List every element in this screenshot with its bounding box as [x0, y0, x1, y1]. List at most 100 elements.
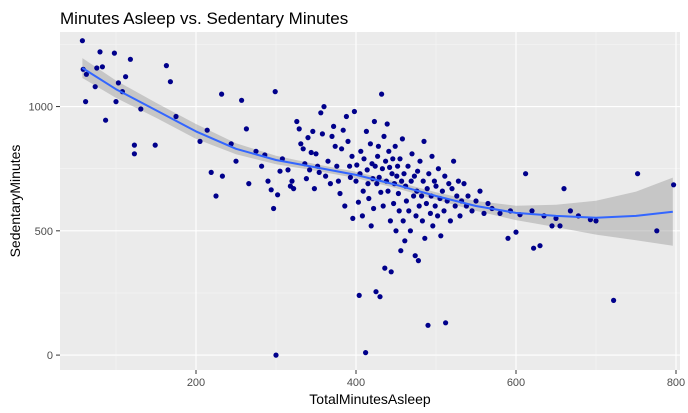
data-point	[291, 186, 297, 192]
smooth-trend-line	[81, 67, 673, 219]
data-point	[469, 208, 475, 214]
major-gridlines	[60, 32, 680, 370]
data-point	[419, 193, 425, 199]
data-point	[365, 181, 371, 187]
data-point	[371, 205, 377, 212]
data-point	[268, 187, 274, 193]
data-point	[349, 153, 355, 159]
y-tick-label: 0	[47, 350, 53, 362]
data-point	[233, 158, 239, 164]
data-point	[273, 352, 279, 358]
data-point	[427, 210, 433, 216]
data-point	[389, 171, 395, 177]
data-point	[429, 153, 435, 159]
data-point	[294, 118, 300, 125]
data-point	[635, 171, 641, 177]
data-point	[449, 186, 455, 192]
data-point	[331, 123, 337, 129]
data-point	[395, 163, 401, 169]
data-point	[374, 181, 380, 187]
data-point	[447, 218, 453, 224]
data-point	[339, 146, 345, 152]
data-point	[513, 229, 519, 235]
data-point	[350, 215, 356, 221]
data-point	[441, 208, 447, 214]
data-point	[368, 223, 374, 229]
data-point	[123, 74, 129, 80]
data-point	[372, 163, 378, 169]
data-point	[654, 228, 660, 234]
data-point	[413, 213, 419, 219]
data-point	[327, 181, 333, 187]
data-point	[342, 203, 348, 209]
data-point	[423, 200, 429, 207]
data-point	[405, 163, 411, 169]
data-point	[416, 203, 422, 209]
data-point	[424, 186, 430, 192]
data-point	[387, 164, 393, 170]
data-point	[366, 195, 372, 202]
data-point	[382, 265, 388, 271]
data-point	[411, 173, 417, 179]
data-point	[390, 156, 396, 162]
data-point	[457, 213, 463, 219]
data-point	[378, 189, 384, 195]
data-point	[347, 174, 353, 180]
data-point	[138, 106, 144, 112]
data-point	[204, 127, 210, 133]
data-point	[277, 168, 283, 174]
data-point	[353, 178, 359, 184]
data-point	[393, 228, 399, 234]
data-point	[435, 213, 441, 219]
data-point	[359, 213, 365, 219]
x-axis-ticks: 200 400 600 800	[187, 370, 685, 389]
data-point	[394, 173, 400, 179]
data-point	[477, 188, 483, 194]
data-point	[310, 128, 316, 134]
data-point	[285, 167, 291, 173]
data-point	[399, 136, 405, 142]
data-point	[275, 192, 281, 198]
x-tick-label: 800	[667, 377, 685, 389]
data-point	[400, 218, 406, 224]
data-point	[296, 126, 302, 132]
data-point	[152, 142, 158, 148]
data-point	[305, 135, 311, 141]
data-point	[321, 104, 327, 110]
data-point	[419, 218, 425, 224]
data-point	[94, 65, 100, 71]
data-point	[345, 138, 351, 144]
data-point	[323, 173, 329, 179]
chart-title: Minutes Asleep vs. Sedentary Minutes	[60, 9, 348, 28]
data-point	[300, 146, 306, 152]
data-point	[239, 97, 245, 103]
data-point	[337, 190, 343, 197]
data-point	[411, 193, 417, 199]
data-point	[375, 153, 381, 159]
plot-panel	[60, 32, 680, 370]
data-point	[318, 110, 324, 116]
data-point	[531, 245, 537, 251]
data-point	[316, 169, 322, 175]
data-point	[332, 143, 338, 149]
data-point	[435, 166, 441, 172]
data-point	[406, 208, 412, 214]
panel-background	[60, 32, 680, 370]
data-point	[409, 151, 415, 157]
data-point	[553, 215, 559, 221]
data-point	[407, 228, 413, 234]
y-axis-title: SedentaryMinutes	[7, 145, 23, 258]
data-point	[379, 91, 385, 97]
data-point	[364, 167, 370, 173]
data-point	[403, 198, 409, 204]
data-point	[307, 167, 313, 173]
data-point	[319, 131, 325, 137]
data-point	[422, 235, 428, 241]
data-point	[523, 171, 529, 177]
data-point	[259, 163, 265, 169]
data-point	[385, 188, 391, 194]
data-point	[83, 71, 89, 77]
data-point	[115, 80, 121, 86]
data-point	[593, 218, 599, 224]
